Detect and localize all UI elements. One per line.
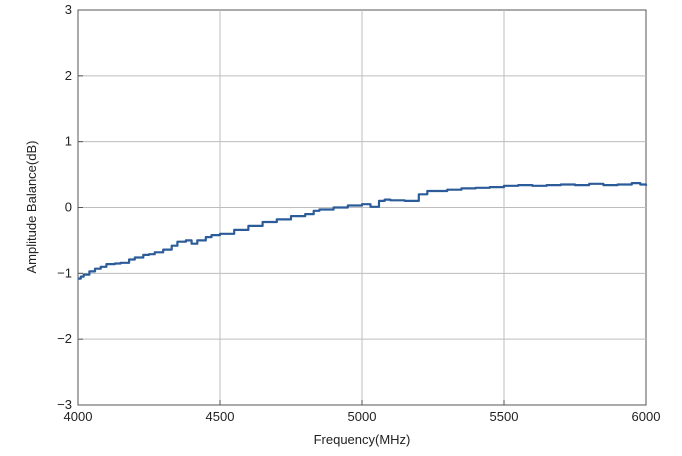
y-tick-label: 1 [65,134,72,149]
x-tick-label: 5500 [490,409,519,424]
y-tick-labels: 3 2 1 0 −1 −2 −3 [57,2,72,412]
y-tick-label: 0 [65,200,72,215]
x-axis-label: Frequency(MHz) [314,432,411,447]
y-tick-label: −3 [57,397,72,412]
y-tick-label: −2 [57,331,72,346]
tick-marks [77,9,647,406]
x-tick-label: 4000 [64,409,93,424]
series-group [78,182,648,280]
y-tick-label: 2 [65,68,72,83]
y-axis-label: Amplitude Balance(dB) [24,141,39,274]
x-tick-label: 5000 [348,409,377,424]
series-line [78,182,648,280]
y-tick-label: 3 [65,2,72,17]
x-tick-label: 4500 [206,409,235,424]
y-tick-label: −1 [57,265,72,280]
x-tick-labels: 4000 4500 5000 5500 6000 [64,409,661,424]
x-tick-label: 6000 [632,409,661,424]
grid-lines [78,10,646,405]
